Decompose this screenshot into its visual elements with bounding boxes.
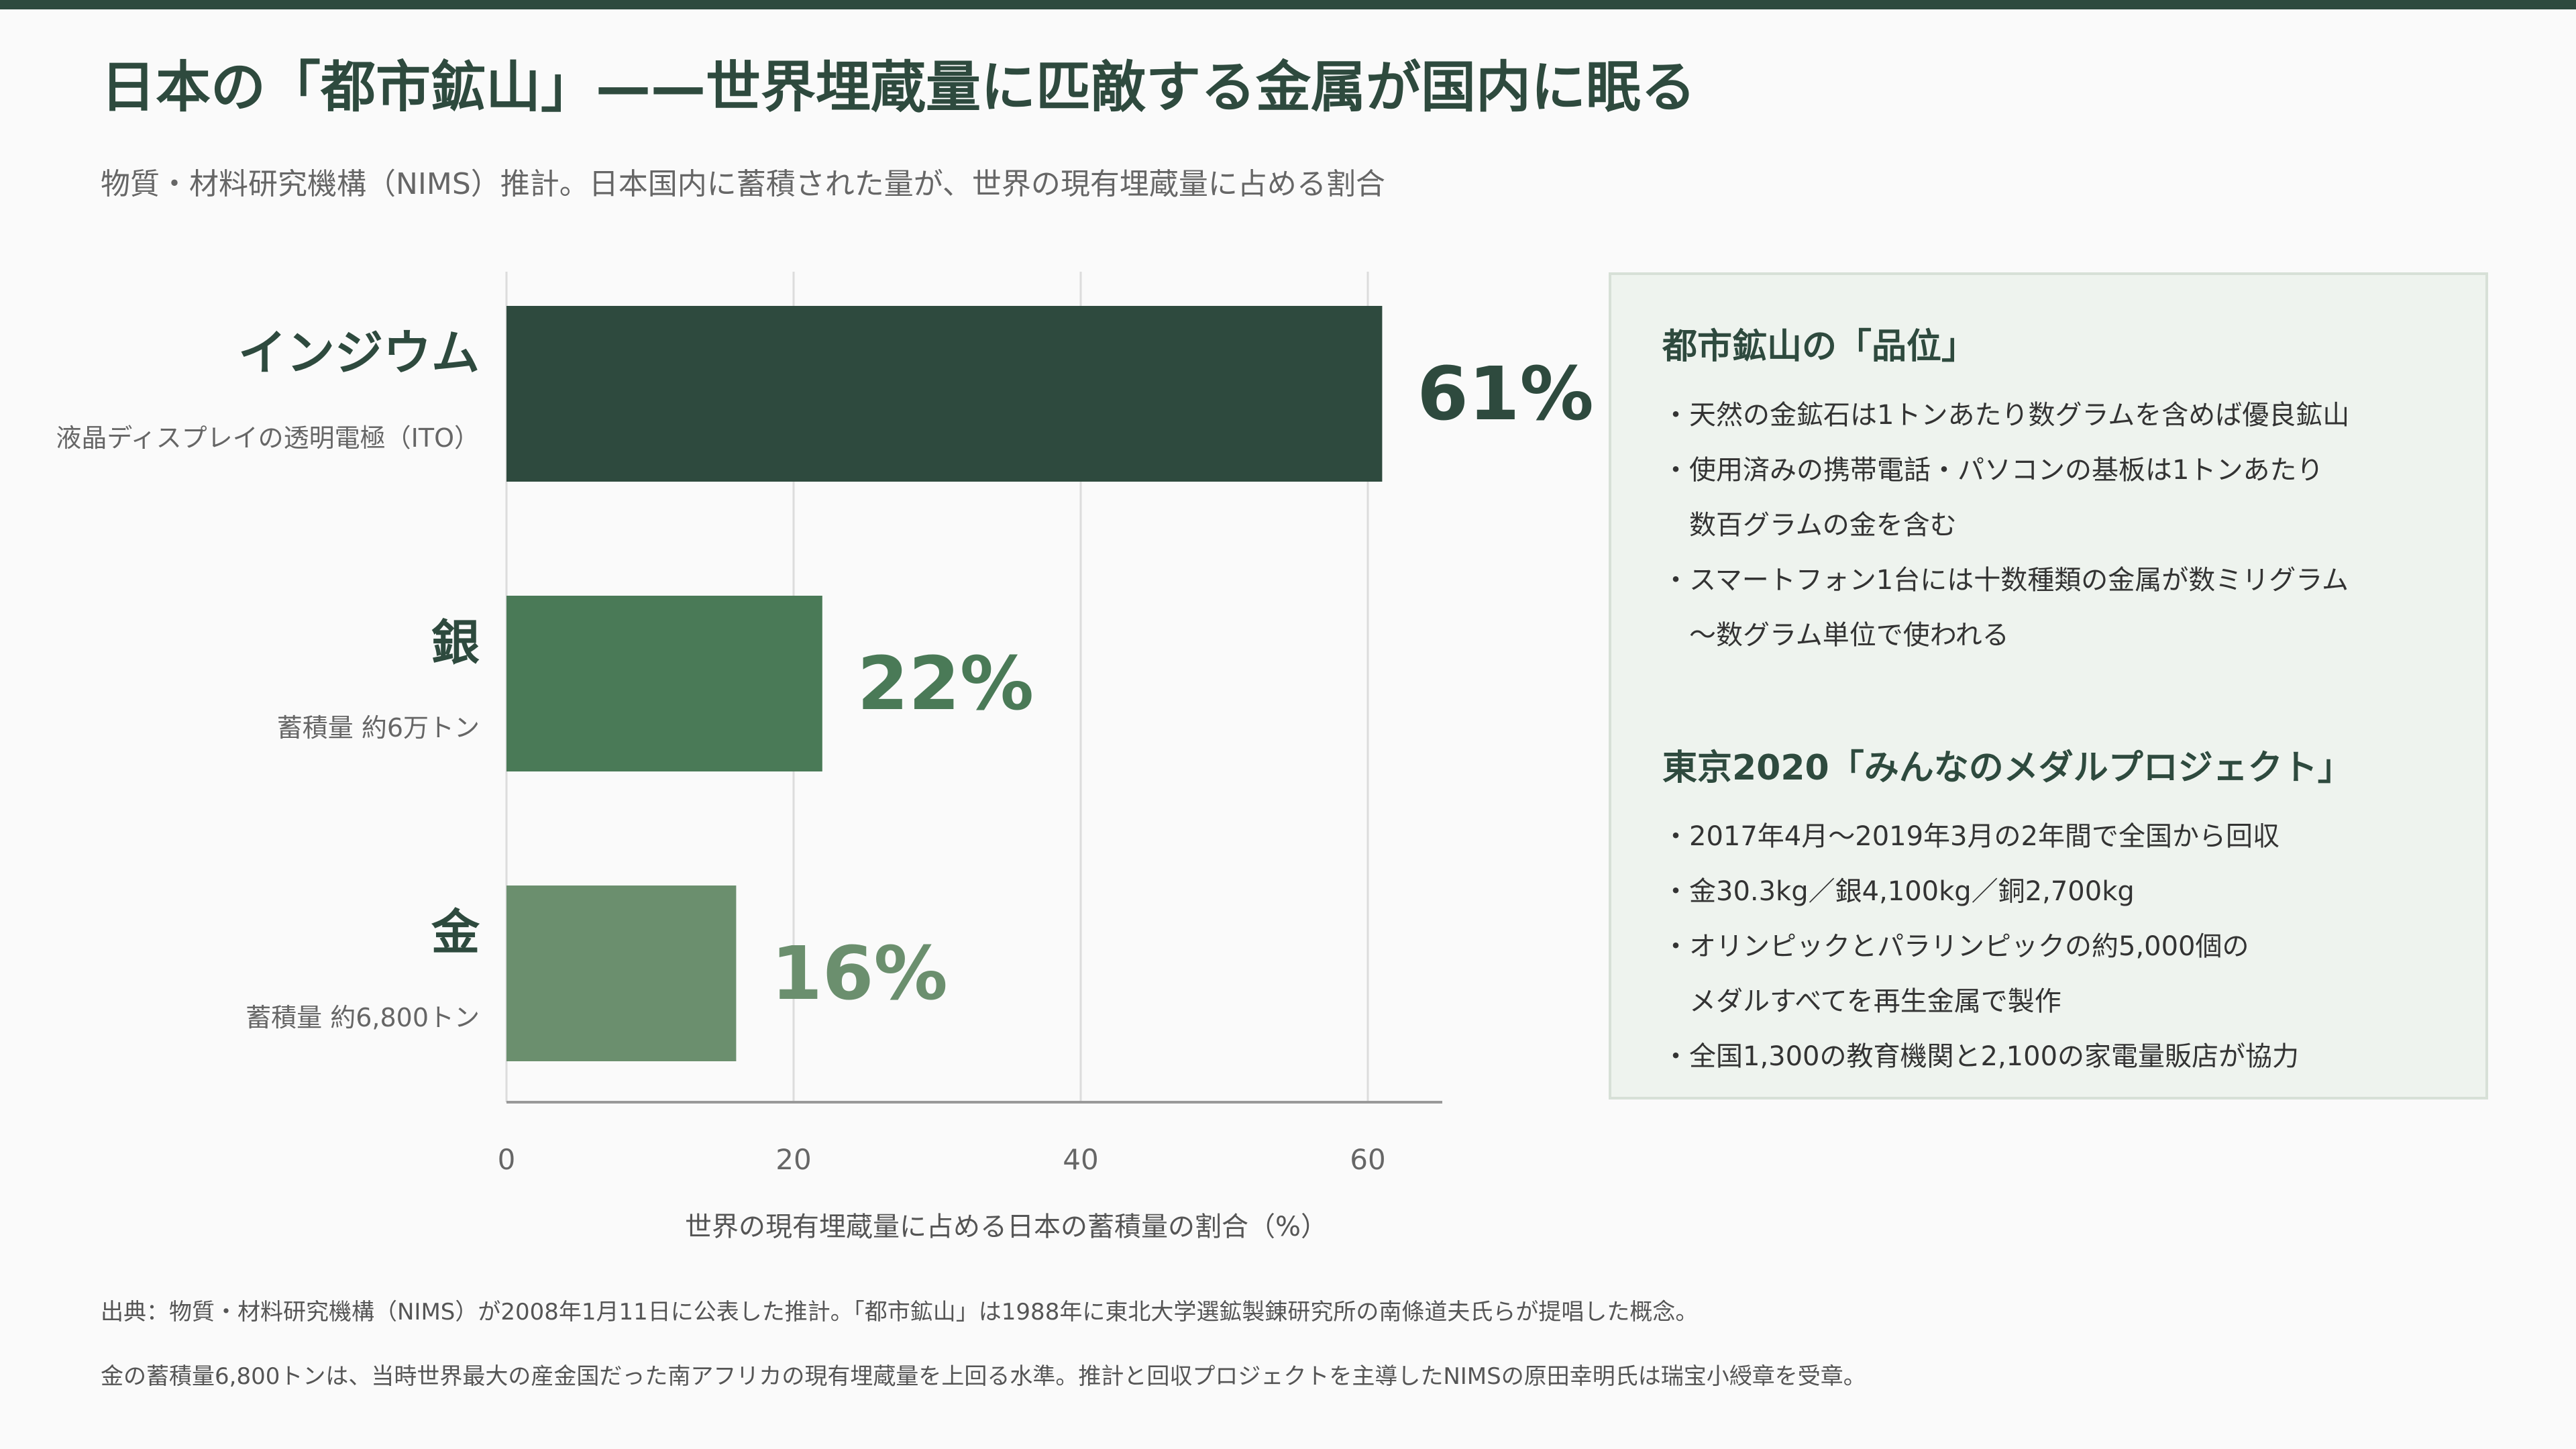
page-subtitle: 物質・材料研究機構（NIMS）推計。日本国内に蓄積された量が、世界の現有埋蔵量に… — [101, 167, 1385, 201]
info-panel: 都市鉱山の「品位」 ・天然の金鉱石は1トンあたり数グラムを含めば優良鉱山 ・使用… — [1609, 272, 2488, 1099]
category-note: 液晶ディスプレイの透明電極（ITO） — [56, 423, 480, 453]
value-label: 61% — [1417, 351, 1593, 437]
category-note: 蓄積量 約6万トン — [277, 713, 480, 743]
grade-bullet: ・スマートフォン1台には十数種類の金属が数ミリグラム 〜数グラム単位で使われる — [1662, 565, 2349, 651]
grade-bullets: ・天然の金鉱石は1トンあたり数グラムを含めば優良鉱山 ・使用済みの携帯電話・パソ… — [1662, 388, 2461, 663]
category-note: 蓄積量 約6,800トン — [246, 1003, 480, 1032]
medal-bullet: ・2017年4月〜2019年3月の2年間で全国から回収 — [1662, 821, 2279, 852]
page-title: 日本の「都市鉱山」——世界埋蔵量に匹敵する金属が国内に眠る — [101, 56, 1697, 119]
category-label: 金 — [431, 904, 480, 961]
grade-heading: 都市鉱山の「品位」 — [1662, 327, 1977, 367]
footnote-note: 金の蓄積量6,800トンは、当時世界最大の産金国だった南アフリカの現有埋蔵量を上… — [101, 1363, 1866, 1390]
x-tick-label: 60 — [1350, 1143, 1385, 1176]
grade-bullet: ・天然の金鉱石は1トンあたり数グラムを含めば優良鉱山 — [1662, 400, 2350, 431]
grade-bullet: ・使用済みの携帯電話・パソコンの基板は1トンあたり 数百グラムの金を含む — [1662, 455, 2324, 541]
bar-2 — [506, 596, 822, 771]
x-tick-label: 20 — [775, 1143, 811, 1176]
medal-bullet: ・オリンピックとパラリンピックの約5,000個の メダルすべてを再生金属で製作 — [1662, 931, 2249, 1017]
bar-3 — [506, 885, 737, 1061]
footnote-source: 出典：物質・材料研究機構（NIMS）が2008年1月11日に公表した推計。「都市… — [101, 1299, 1699, 1326]
x-axis-title: 世界の現有埋蔵量に占める日本の蓄積量の割合（%） — [685, 1212, 1328, 1242]
medal-project-bullets: ・2017年4月〜2019年3月の2年間で全国から回収 ・金30.3kg／銀4,… — [1662, 809, 2461, 1084]
medal-bullet: ・全国1,300の教育機関と2,100の家電量販店が協力 — [1662, 1041, 2300, 1072]
x-tick-label: 0 — [498, 1143, 516, 1176]
medal-bullet: ・金30.3kg／銀4,100kg／銅2,700kg — [1662, 876, 2135, 907]
top-accent-bar — [0, 0, 2576, 9]
value-label: 22% — [857, 641, 1034, 727]
bar-1 — [506, 306, 1383, 482]
category-label: 銀 — [431, 614, 480, 671]
medal-project-heading: 東京2020「みんなのメダルプロジェクト」 — [1662, 748, 2353, 788]
category-label: インジウム — [238, 325, 480, 381]
value-label: 16% — [771, 930, 947, 1016]
x-tick-label: 40 — [1063, 1143, 1098, 1176]
